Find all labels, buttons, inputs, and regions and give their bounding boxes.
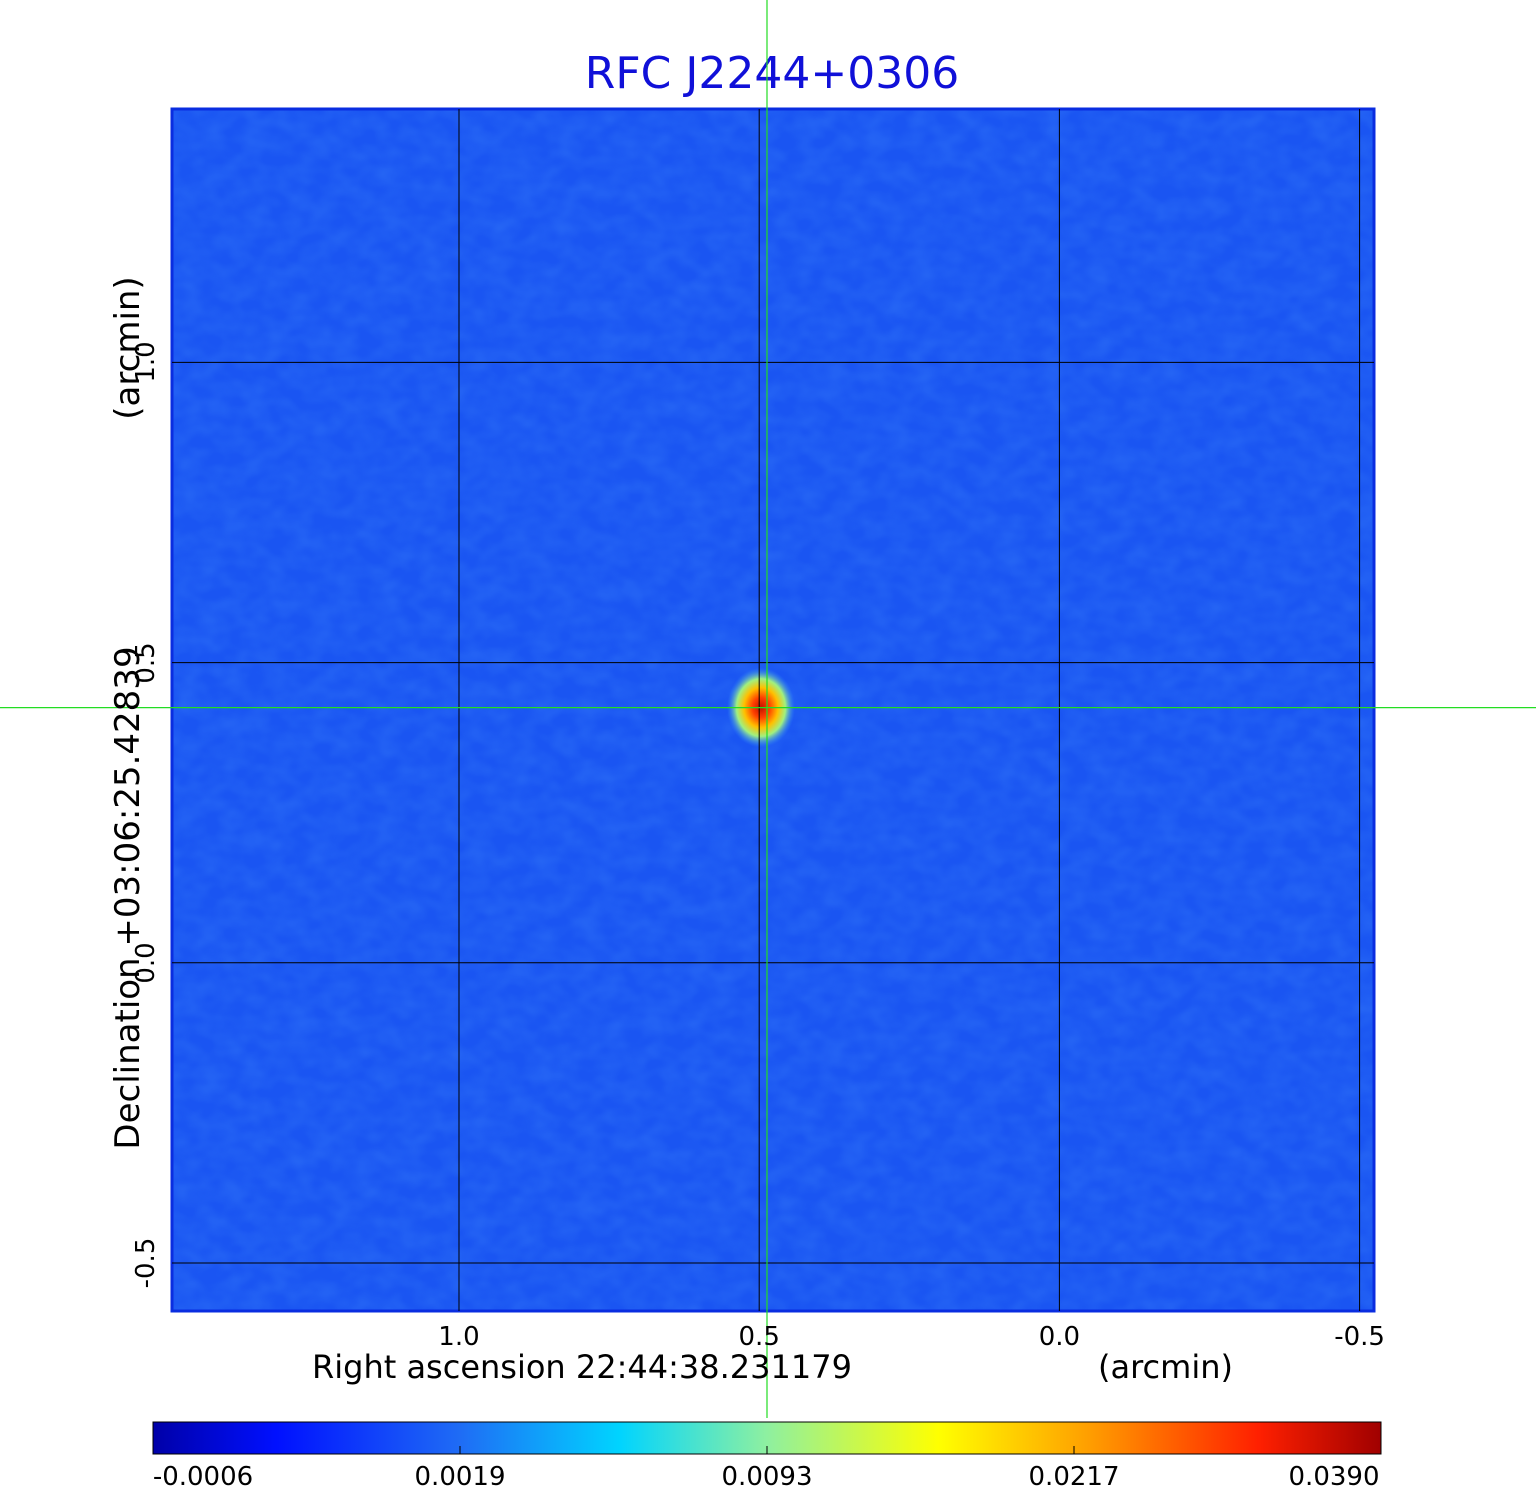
- y-tick-label: 0.5: [131, 641, 161, 684]
- colorbar-tick-label: 0.0217: [1028, 1462, 1120, 1492]
- y-axis-label: Declination +03:06:25.42839: [108, 646, 148, 1150]
- colorbar-ticks: [152, 1446, 1382, 1454]
- colorbar-tick-label: 0.0093: [721, 1462, 813, 1492]
- chart-title: RFC J2244+0306: [584, 48, 960, 99]
- image-frame: [170, 107, 1376, 1313]
- colorbar-tick-label: 0.0390: [1288, 1462, 1380, 1492]
- y-tick-label: -0.5: [131, 1237, 161, 1289]
- y-tick-label: 1.0: [131, 341, 161, 384]
- x-tick-label: 0.0: [1038, 1322, 1081, 1352]
- colorbar-tick-label: -0.0006: [152, 1462, 254, 1492]
- crosshair: [0, 0, 1536, 1418]
- y-tick-label: 0.0: [131, 942, 161, 984]
- intensity-image: [170, 107, 1376, 1313]
- x-tick-label: 1.0: [438, 1322, 480, 1352]
- colorbar-tick-label: 0.0019: [414, 1462, 506, 1492]
- x-axis-unit: (arcmin): [1098, 1348, 1233, 1386]
- x-axis-label: Right ascension 22:44:38.231179: [312, 1348, 852, 1386]
- grid-lines: [172, 109, 1374, 1311]
- x-tick-label: 0.5: [738, 1322, 780, 1352]
- x-tick-label: -0.5: [1334, 1322, 1385, 1352]
